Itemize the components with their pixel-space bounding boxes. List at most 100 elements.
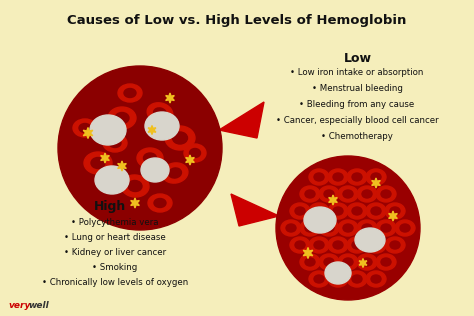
Ellipse shape (91, 157, 105, 168)
Ellipse shape (328, 203, 348, 219)
Ellipse shape (328, 237, 348, 253)
Polygon shape (372, 178, 380, 188)
Ellipse shape (385, 203, 405, 219)
Text: • Bleeding from any cause: • Bleeding from any cause (300, 100, 415, 109)
Ellipse shape (333, 241, 343, 249)
Text: very: very (8, 301, 30, 310)
Text: Low: Low (344, 52, 372, 65)
Text: • Low iron intake or absorption: • Low iron intake or absorption (290, 68, 424, 77)
Ellipse shape (347, 203, 367, 219)
Ellipse shape (115, 112, 129, 124)
Circle shape (276, 156, 420, 300)
Polygon shape (118, 161, 127, 171)
Ellipse shape (304, 207, 336, 233)
Ellipse shape (309, 237, 329, 253)
Ellipse shape (325, 262, 351, 284)
Ellipse shape (390, 241, 400, 249)
Ellipse shape (190, 149, 201, 157)
Ellipse shape (343, 258, 353, 266)
Ellipse shape (309, 203, 329, 219)
Ellipse shape (328, 271, 348, 287)
Ellipse shape (84, 152, 112, 174)
Ellipse shape (314, 173, 324, 181)
Ellipse shape (338, 254, 358, 270)
Polygon shape (148, 125, 156, 135)
Ellipse shape (357, 220, 377, 236)
Ellipse shape (357, 186, 377, 202)
Text: • Cancer, especially blood cell cancer: • Cancer, especially blood cell cancer (276, 116, 438, 125)
Text: High: High (94, 200, 126, 213)
Ellipse shape (324, 190, 334, 198)
Ellipse shape (290, 203, 310, 219)
Text: • Kidney or liver cancer: • Kidney or liver cancer (64, 248, 166, 257)
Ellipse shape (103, 134, 127, 152)
Polygon shape (186, 155, 194, 165)
Ellipse shape (309, 271, 329, 287)
Ellipse shape (362, 258, 372, 266)
Ellipse shape (124, 88, 136, 98)
Ellipse shape (338, 220, 358, 236)
Ellipse shape (333, 173, 343, 181)
Ellipse shape (371, 207, 381, 215)
Ellipse shape (290, 237, 310, 253)
Ellipse shape (300, 186, 320, 202)
Ellipse shape (381, 224, 391, 232)
Ellipse shape (147, 103, 173, 123)
Ellipse shape (121, 175, 149, 197)
Ellipse shape (169, 168, 182, 178)
Ellipse shape (352, 173, 362, 181)
Ellipse shape (338, 186, 358, 202)
Ellipse shape (128, 180, 142, 191)
Ellipse shape (362, 224, 372, 232)
Ellipse shape (314, 275, 324, 283)
Polygon shape (219, 102, 264, 138)
Ellipse shape (162, 163, 188, 183)
Ellipse shape (333, 275, 343, 283)
Ellipse shape (108, 107, 136, 129)
Ellipse shape (347, 237, 367, 253)
Polygon shape (359, 258, 367, 268)
Ellipse shape (366, 203, 386, 219)
Text: • Lung or heart disease: • Lung or heart disease (64, 233, 166, 242)
Ellipse shape (352, 207, 362, 215)
Ellipse shape (73, 119, 97, 137)
Ellipse shape (366, 271, 386, 287)
Ellipse shape (371, 241, 381, 249)
Ellipse shape (309, 169, 329, 185)
Ellipse shape (319, 186, 339, 202)
Ellipse shape (381, 258, 391, 266)
Ellipse shape (376, 254, 396, 270)
Text: • Chronically low levels of oxygen: • Chronically low levels of oxygen (42, 278, 188, 287)
Ellipse shape (385, 237, 405, 253)
Ellipse shape (144, 153, 156, 163)
Ellipse shape (184, 144, 206, 162)
Ellipse shape (95, 166, 129, 194)
Ellipse shape (148, 194, 172, 212)
Ellipse shape (390, 207, 400, 215)
Ellipse shape (173, 132, 188, 144)
Ellipse shape (79, 124, 91, 132)
Ellipse shape (366, 169, 386, 185)
Ellipse shape (347, 271, 367, 287)
Ellipse shape (305, 224, 315, 232)
Ellipse shape (343, 224, 353, 232)
Ellipse shape (366, 237, 386, 253)
Ellipse shape (305, 190, 315, 198)
Text: well: well (28, 301, 49, 310)
Ellipse shape (328, 169, 348, 185)
Polygon shape (83, 127, 93, 138)
Ellipse shape (347, 169, 367, 185)
Polygon shape (166, 93, 174, 103)
Ellipse shape (355, 228, 385, 252)
Ellipse shape (154, 108, 166, 118)
Ellipse shape (154, 198, 166, 208)
Ellipse shape (281, 220, 301, 236)
Ellipse shape (319, 254, 339, 270)
Ellipse shape (319, 220, 339, 236)
Ellipse shape (381, 190, 391, 198)
Ellipse shape (300, 220, 320, 236)
Ellipse shape (400, 224, 410, 232)
Text: • Smoking: • Smoking (92, 263, 137, 272)
Ellipse shape (352, 275, 362, 283)
Ellipse shape (141, 158, 169, 182)
